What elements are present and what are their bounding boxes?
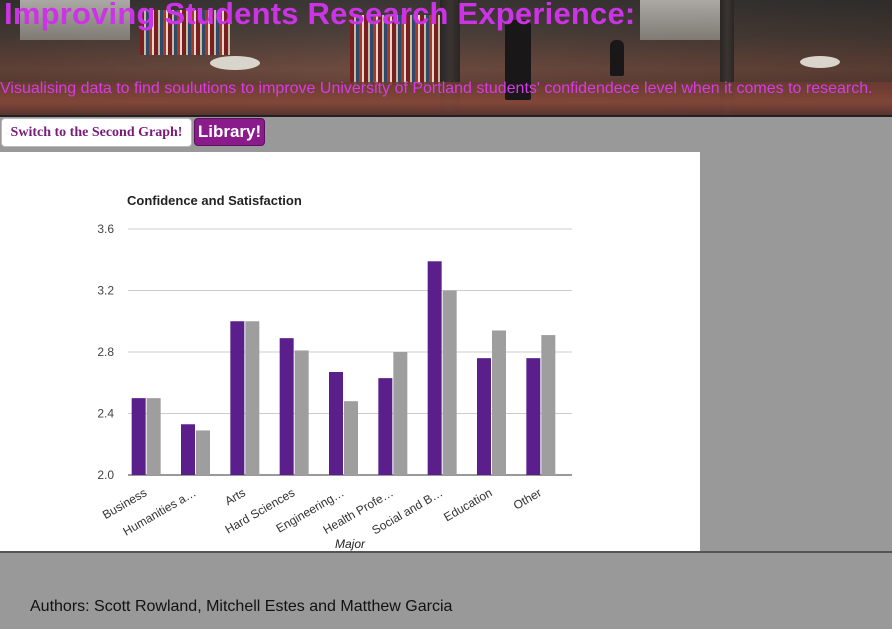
bar-2-5[interactable] [393,352,408,475]
banner-table [210,56,260,70]
bar-1-7[interactable] [477,358,491,475]
banner-floor [0,82,892,116]
bar-2-7[interactable] [492,330,506,475]
bar-2-1[interactable] [196,430,210,475]
chart-title: Confidence and Satisfaction [127,193,302,208]
bar-2-0[interactable] [146,398,161,475]
library-button[interactable]: Library! [194,118,265,146]
bar-1-1[interactable] [181,424,195,475]
header-banner: Improving Students Research Experience: … [0,0,892,116]
bar-chart: Confidence and Satisfaction 2.0 2.4 2.8 3.2… [97,193,572,551]
bar-2-4[interactable] [344,401,358,475]
bar-1-3[interactable] [279,338,294,475]
bar-2-8[interactable] [541,335,556,475]
bar-2-2[interactable] [245,321,260,475]
bar-1-4[interactable] [329,371,343,475]
banner-bookshelf [350,15,450,85]
bar-2-3[interactable] [294,350,309,475]
page-subtitle: Visualising data to find soulutions to i… [0,80,873,97]
x-tick-label: Other [511,485,544,512]
bar-1-8[interactable] [526,358,541,475]
y-axis-ticks: 2.0 2.4 2.8 3.2 3.6 [97,222,114,482]
banner-person [610,40,624,76]
bars [131,261,556,476]
y-tick-label: 3.2 [97,284,114,298]
footer-divider [0,551,892,553]
page-title: Improving Students Research Experience: [4,0,636,31]
bar-1-0[interactable] [131,398,146,475]
x-tick-label: Arts [222,485,247,508]
banner-table [800,56,840,68]
banner-bookshelf [140,10,230,55]
banner-window [20,0,130,40]
bar-2-6[interactable] [442,290,457,476]
bar-1-2[interactable] [230,321,245,475]
banner-window [640,0,720,40]
chart-panel: Confidence and Satisfaction 2.0 2.4 2.8 3.2… [0,152,700,552]
y-tick-label: 2.8 [97,345,114,359]
bar-1-6[interactable] [427,261,442,475]
y-tick-label: 3.6 [97,222,114,236]
header-divider [0,115,892,117]
x-axis-label: Major [335,537,366,551]
banner-person [505,20,531,100]
x-tick-label: Education [441,485,494,524]
y-tick-label: 2.0 [97,468,114,482]
y-tick-label: 2.4 [97,407,114,421]
switch-graph-button[interactable]: Switch to the Second Graph! [1,118,192,147]
bar-1-5[interactable] [378,378,393,475]
authors-text: Authors: Scott Rowland, Mitchell Estes a… [30,598,453,615]
